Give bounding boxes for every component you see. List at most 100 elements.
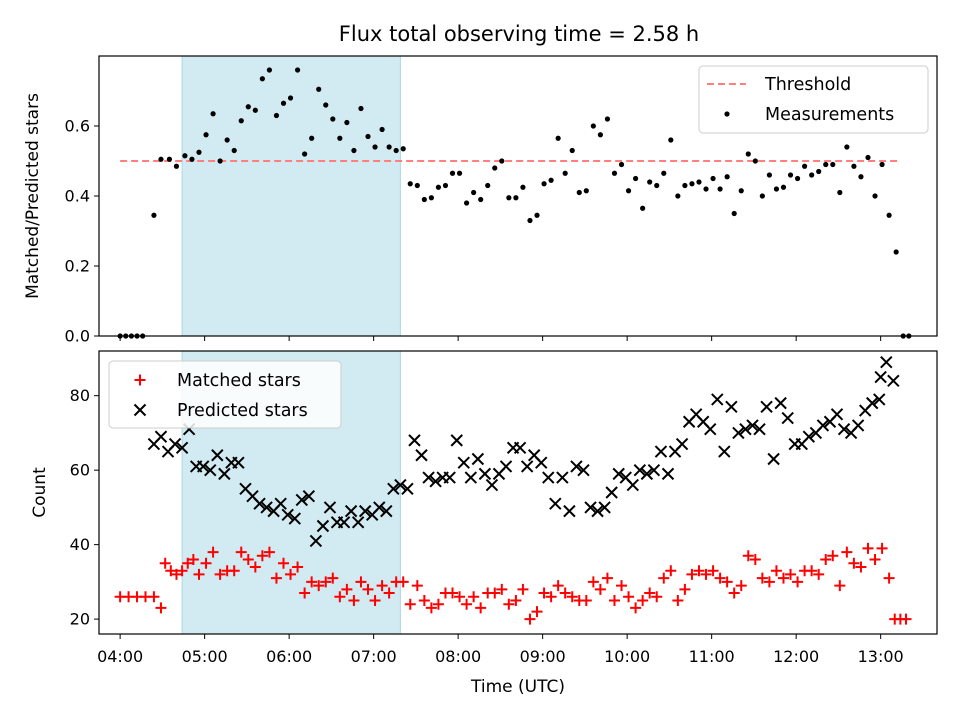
data-point [231,147,237,154]
data-point [394,478,407,492]
data-point [365,133,371,140]
data-point [429,475,442,488]
data-point [672,594,684,606]
data-point [830,408,844,421]
data-point [299,587,311,599]
legend-predicted-swatch [133,403,147,417]
data-point [182,153,188,159]
data-point [626,478,639,492]
legend-label-predicted: Predicted stars [177,401,308,421]
data-point [280,100,287,106]
data-point [210,111,216,117]
data-point [538,587,550,599]
data-point [665,565,677,577]
data-point [362,583,374,595]
data-point [668,137,674,143]
data-point [766,172,773,178]
data-point [545,591,557,603]
data-point [703,186,709,192]
data-point [372,144,378,150]
data-point [700,568,712,580]
data-point [654,182,660,189]
data-point [675,193,681,199]
data-point [696,179,702,185]
data-point [608,594,620,606]
data-point [618,161,625,168]
data-point [214,568,226,580]
data-point [256,550,268,562]
data-point [373,501,386,514]
data-point [302,490,316,503]
data-point [148,591,160,603]
data-point [563,504,576,518]
legend-label-threshold: Threshold [764,75,851,95]
data-point [556,471,569,484]
data-point [640,205,646,211]
x-tick-label: 07:00 [351,647,397,666]
data-point [309,135,315,141]
data-point [449,170,456,176]
data-point [263,546,275,558]
data-point [176,565,188,577]
data-point [383,587,395,599]
data-point [880,355,893,369]
data-point [323,501,337,514]
data-point [773,186,780,192]
y-tick-label: 20 [70,610,90,629]
data-point [640,467,654,481]
data-point [517,583,529,595]
data-point [287,95,294,101]
series-matched-stars [114,542,912,625]
data-point [767,452,780,466]
data-point [792,576,804,588]
y-tick-label: 0.2 [65,257,90,276]
data-point [334,591,346,603]
data-point [686,568,698,580]
data-point [468,591,480,603]
data-point [770,565,782,577]
data-point [245,104,251,110]
data-point [717,186,723,192]
data-point [454,591,466,603]
data-point [274,497,287,510]
data-point [175,441,189,455]
series-predicted-stars [147,355,900,548]
data-point [415,449,428,462]
legend: Matched stars Predicted stars [108,360,342,429]
data-point [725,400,738,414]
data-point [207,546,219,558]
data-point [865,154,871,161]
data-point [155,602,167,614]
data-point [555,135,561,141]
data-point [211,449,224,462]
legend-label-matched: Matched stars [177,371,301,391]
data-point [292,561,304,573]
data-point [348,594,360,606]
data-point [654,445,668,458]
data-point [173,163,180,169]
data-point [848,557,860,569]
data-point [794,175,801,182]
data-point [869,554,881,566]
data-point [731,210,737,217]
data-point [182,557,194,569]
data-point [456,170,463,176]
data-point [874,370,887,384]
data-point [203,132,209,138]
data-point [559,587,571,599]
data-point [401,482,414,495]
data-point [785,568,797,580]
data-point [707,565,719,577]
data-point [616,580,628,592]
data-point [421,196,427,203]
x-axis-label: Time (UTC) [470,677,565,697]
data-point [471,189,477,196]
data-point [235,546,247,558]
data-point [834,580,846,592]
data-point [380,504,393,518]
data-point [316,86,322,92]
data-point [535,456,548,469]
data-point [306,576,318,588]
data-point [625,188,632,194]
